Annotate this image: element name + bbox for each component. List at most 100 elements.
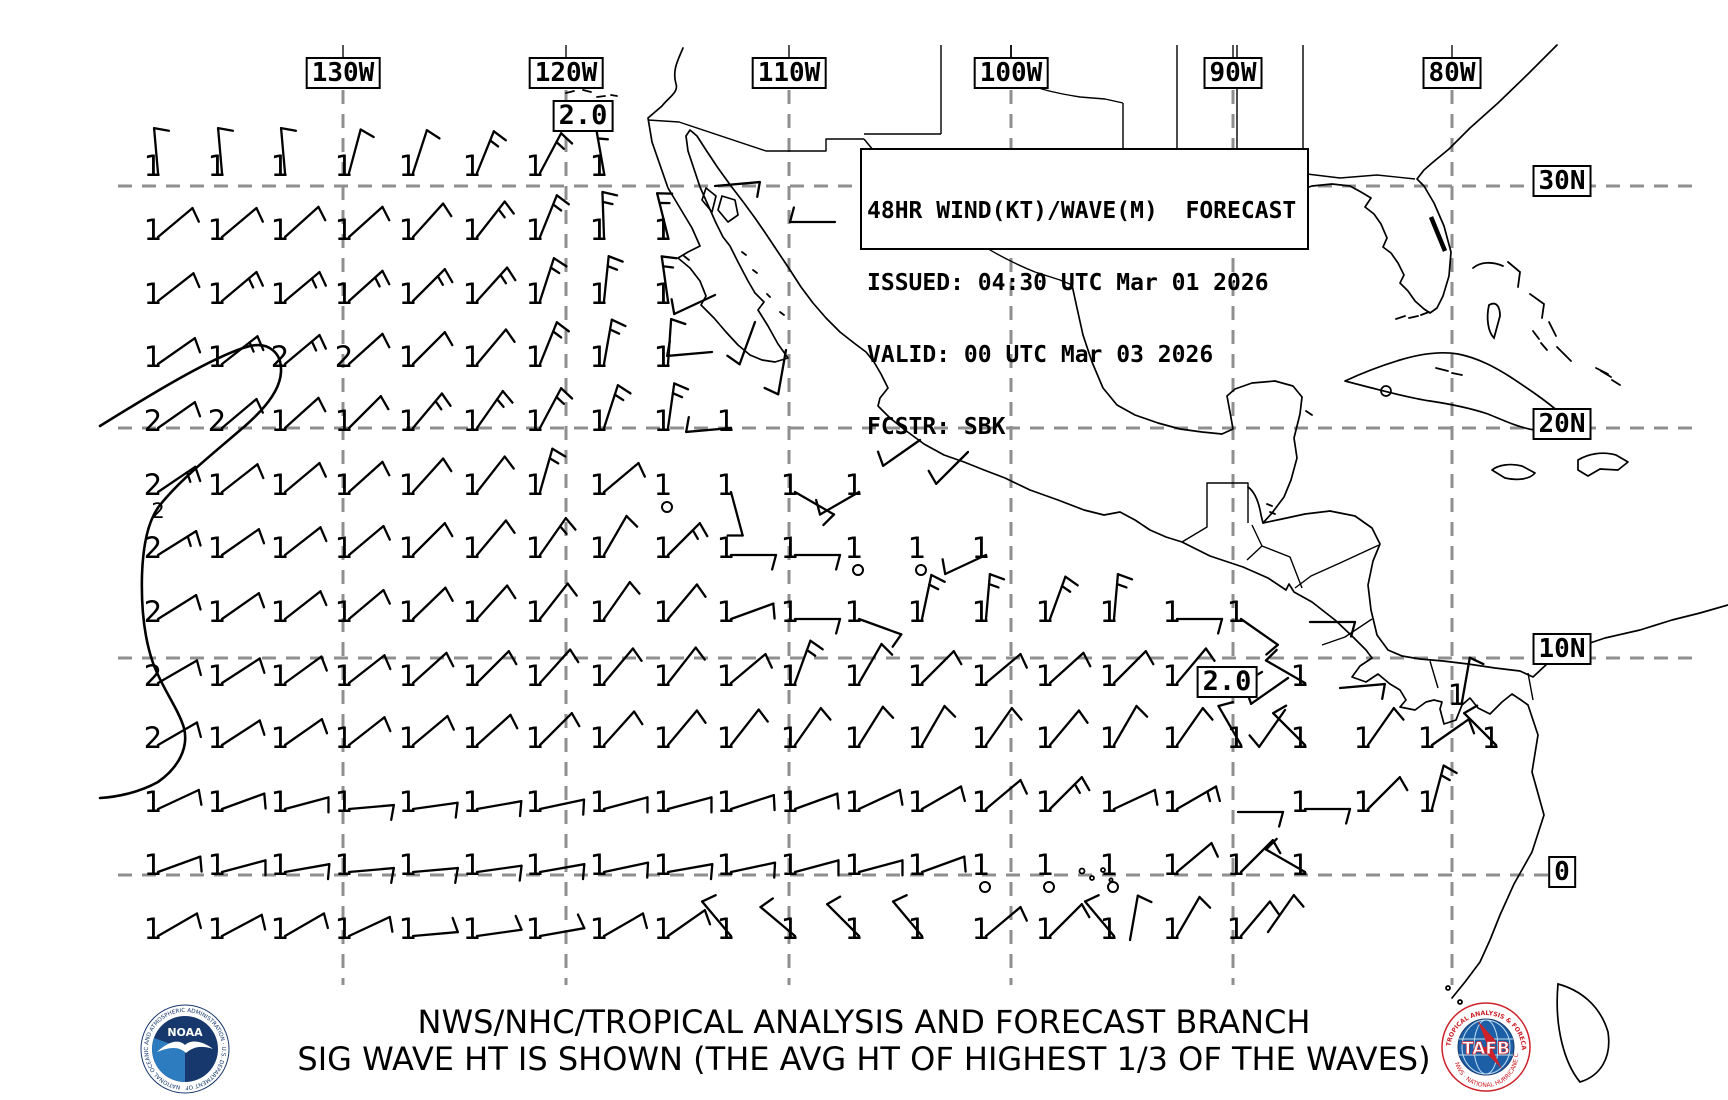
- wave-height-value: 1: [335, 785, 353, 819]
- wind-station: 1: [335, 269, 391, 311]
- wind-barb: [729, 602, 776, 621]
- wind-barb: [538, 447, 567, 494]
- wind-station: 1: [590, 461, 646, 502]
- wind-station: 1: [144, 912, 203, 946]
- wind-barb: [538, 712, 581, 747]
- wind-station: 1: [1418, 718, 1476, 755]
- wind-station: 1: [590, 710, 644, 755]
- wave-height-value: 1: [972, 848, 990, 882]
- noaa-logo: NOAA NATIONAL OCEANIC AND ATMOSPHERIC AD…: [139, 1003, 230, 1094]
- wind-station: 1: [781, 706, 832, 755]
- wind-station: 1: [590, 514, 639, 565]
- wind-barb: [602, 861, 650, 879]
- wind-station: 1: [399, 586, 454, 629]
- wind-station: 1: [590, 318, 627, 374]
- wind-station: 1: [526, 912, 586, 946]
- wave-height-value: 1: [717, 848, 735, 882]
- wind-station: 1: [335, 848, 395, 885]
- wind-station: 2: [271, 333, 327, 374]
- wind-barb: [538, 194, 570, 239]
- isla-juventud: [1380, 385, 1392, 397]
- wind-station: 1: [1163, 785, 1222, 819]
- wave-height-value: 1: [654, 213, 672, 247]
- wind-station: 1: [908, 848, 967, 882]
- wind-station: 1: [590, 127, 613, 183]
- wind-barb: [700, 894, 733, 938]
- wave-height-value: 1: [144, 785, 162, 819]
- wind-station: 1: [717, 531, 778, 571]
- wave-height-value: 1: [335, 149, 353, 183]
- wave-height-value: 1: [972, 785, 990, 819]
- wind-barb: [602, 647, 643, 685]
- wind-barb: [411, 801, 459, 819]
- wind-barb: [347, 716, 392, 747]
- wind-barb: [666, 646, 706, 685]
- wind-barb: [729, 861, 777, 879]
- wave-height-value: 1: [335, 404, 353, 438]
- wind-station: 1: [399, 522, 454, 565]
- wind-barb: [788, 206, 837, 224]
- wind-barb: [1239, 617, 1280, 656]
- wind-barb: [220, 463, 265, 494]
- wave-height-value: 1: [590, 404, 608, 438]
- wind-barb: [411, 714, 455, 747]
- wind-station: 1: [908, 573, 946, 629]
- wave-height-value: 1: [208, 721, 226, 755]
- wind-barb: [411, 129, 441, 175]
- wind-station: 1: [463, 519, 516, 565]
- wind-station: 2: [144, 721, 203, 755]
- wind-barb: [920, 650, 963, 685]
- wave-height-value: 1: [590, 785, 608, 819]
- wind-barb: [1112, 650, 1155, 685]
- wave-height-value: 1: [654, 848, 672, 882]
- wind-station: 1: [526, 387, 574, 438]
- wave-height-value: 1: [1100, 848, 1118, 882]
- wind-station: 1: [1036, 709, 1089, 755]
- wave-height-contour-2m: [98, 343, 283, 800]
- wind-station: 1: [654, 583, 707, 629]
- wind-station: 1: [271, 270, 327, 311]
- wind-barb: [1048, 651, 1092, 685]
- wind-station: 1: [271, 848, 331, 882]
- wind-station: 1: [590, 384, 632, 438]
- wind-barb: [1366, 706, 1405, 747]
- wind-station: 1: [845, 785, 904, 819]
- wave-height-value: 1: [845, 848, 863, 882]
- wind-barb: [347, 128, 375, 175]
- wave-height-value: 1: [526, 912, 544, 946]
- wind-station: 1: [208, 463, 265, 502]
- wind-barb: [220, 270, 264, 303]
- wind-station: 1: [685, 404, 735, 438]
- wave-height-value: 1: [1163, 912, 1181, 946]
- wind-barb: [666, 796, 713, 814]
- wave-height-value: 1: [526, 468, 544, 502]
- wind-station: 1: [208, 206, 264, 247]
- wind-barb: [1175, 706, 1214, 747]
- wave-height-value: 1: [335, 721, 353, 755]
- wave-height-value: 1: [654, 912, 672, 946]
- wind-barb: [1217, 700, 1243, 747]
- wave-height-value: 2: [144, 531, 162, 565]
- wind-barb: [220, 206, 264, 239]
- wind-station: 1: [1354, 776, 1409, 819]
- wind-station: 1: [208, 719, 266, 755]
- wind-barb: [729, 652, 773, 685]
- wave-height-value: 1: [717, 531, 735, 565]
- wind-station: 1: [1100, 848, 1119, 893]
- wind-barb: [347, 524, 391, 557]
- hispaniola-coastline: [1577, 452, 1629, 477]
- wind-barb: [538, 257, 568, 303]
- wind-station: 1: [208, 785, 267, 819]
- wave-height-value: 2: [271, 340, 289, 374]
- wave-height-value: 1: [526, 531, 544, 565]
- lat-label-10N: 10N: [1532, 633, 1592, 665]
- wave-height-value: 1: [590, 340, 608, 374]
- wind-station: 1: [399, 714, 455, 755]
- wind-station: 1: [526, 447, 567, 502]
- wave-height-value: 1: [526, 595, 544, 629]
- wind-barb: [729, 793, 776, 812]
- wave-height-value: 1: [208, 149, 226, 183]
- wind-barb: [857, 705, 895, 747]
- wind-barb: [347, 588, 391, 621]
- wave-height-value: 1: [590, 659, 608, 693]
